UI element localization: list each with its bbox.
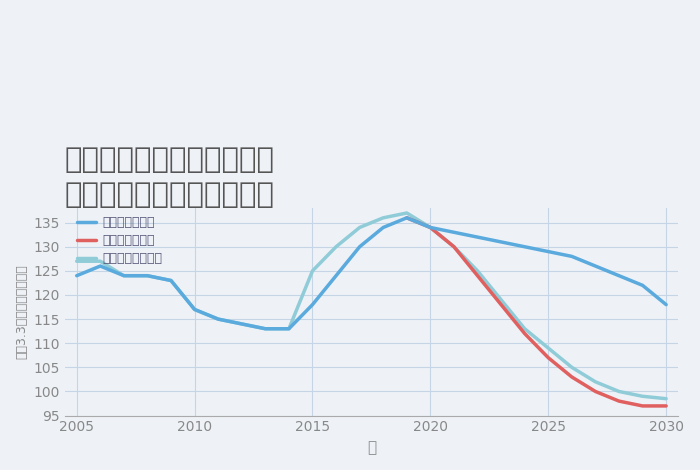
ノーマルシナリオ — [402, 210, 411, 216]
ノーマルシナリオ — [568, 365, 576, 370]
バッドシナリオ — [521, 331, 529, 337]
グッドシナリオ — [190, 306, 199, 312]
グッドシナリオ — [379, 225, 387, 230]
Line: バッドシナリオ: バッドシナリオ — [407, 218, 666, 406]
グッドシナリオ — [473, 234, 482, 240]
バッドシナリオ — [592, 389, 600, 394]
グッドシナリオ — [497, 239, 505, 245]
ノーマルシナリオ — [592, 379, 600, 384]
Legend: グッドシナリオ, バッドシナリオ, ノーマルシナリオ: グッドシナリオ, バッドシナリオ, ノーマルシナリオ — [77, 217, 162, 266]
ノーマルシナリオ — [638, 393, 647, 399]
ノーマルシナリオ — [379, 215, 387, 220]
ノーマルシナリオ — [73, 258, 81, 264]
ノーマルシナリオ — [167, 278, 175, 283]
グッドシナリオ — [426, 225, 435, 230]
X-axis label: 年: 年 — [367, 440, 376, 455]
グッドシナリオ — [356, 244, 364, 250]
バッドシナリオ — [449, 244, 458, 250]
バッドシナリオ — [402, 215, 411, 220]
グッドシナリオ — [332, 273, 340, 279]
ノーマルシナリオ — [144, 273, 152, 279]
グッドシナリオ — [615, 273, 623, 279]
バッドシナリオ — [568, 374, 576, 380]
ノーマルシナリオ — [214, 316, 223, 322]
グッドシナリオ — [638, 282, 647, 288]
グッドシナリオ — [285, 326, 293, 331]
バッドシナリオ — [426, 225, 435, 230]
バッドシナリオ — [544, 355, 552, 360]
ノーマルシナリオ — [615, 389, 623, 394]
グッドシナリオ — [568, 254, 576, 259]
グッドシナリオ — [214, 316, 223, 322]
Line: グッドシナリオ: グッドシナリオ — [77, 218, 666, 329]
ノーマルシナリオ — [120, 273, 128, 279]
バッドシナリオ — [662, 403, 671, 409]
バッドシナリオ — [638, 403, 647, 409]
グッドシナリオ — [73, 273, 81, 279]
ノーマルシナリオ — [426, 225, 435, 230]
ノーマルシナリオ — [237, 321, 246, 327]
ノーマルシナリオ — [308, 268, 316, 274]
グッドシナリオ — [521, 244, 529, 250]
グッドシナリオ — [261, 326, 270, 331]
グッドシナリオ — [592, 263, 600, 269]
ノーマルシナリオ — [190, 306, 199, 312]
Line: ノーマルシナリオ: ノーマルシナリオ — [77, 213, 666, 399]
ノーマルシナリオ — [662, 396, 671, 401]
ノーマルシナリオ — [497, 297, 505, 303]
ノーマルシナリオ — [521, 326, 529, 331]
Y-axis label: 坪（3.3㎡）単価（万円）: 坪（3.3㎡）単価（万円） — [15, 265, 28, 359]
グッドシナリオ — [449, 229, 458, 235]
バッドシナリオ — [497, 302, 505, 307]
グッドシナリオ — [237, 321, 246, 327]
Text: 大阪府東大阪市玉串町東の
中古マンションの価格推移: 大阪府東大阪市玉串町東の 中古マンションの価格推移 — [65, 146, 275, 209]
ノーマルシナリオ — [332, 244, 340, 250]
ノーマルシナリオ — [473, 268, 482, 274]
グッドシナリオ — [308, 302, 316, 307]
ノーマルシナリオ — [449, 244, 458, 250]
ノーマルシナリオ — [285, 326, 293, 331]
ノーマルシナリオ — [261, 326, 270, 331]
ノーマルシナリオ — [544, 345, 552, 351]
ノーマルシナリオ — [356, 225, 364, 230]
グッドシナリオ — [144, 273, 152, 279]
グッドシナリオ — [167, 278, 175, 283]
バッドシナリオ — [615, 398, 623, 404]
グッドシナリオ — [544, 249, 552, 254]
ノーマルシナリオ — [96, 258, 104, 264]
グッドシナリオ — [402, 215, 411, 220]
グッドシナリオ — [662, 302, 671, 307]
グッドシナリオ — [96, 263, 104, 269]
グッドシナリオ — [120, 273, 128, 279]
バッドシナリオ — [473, 273, 482, 279]
